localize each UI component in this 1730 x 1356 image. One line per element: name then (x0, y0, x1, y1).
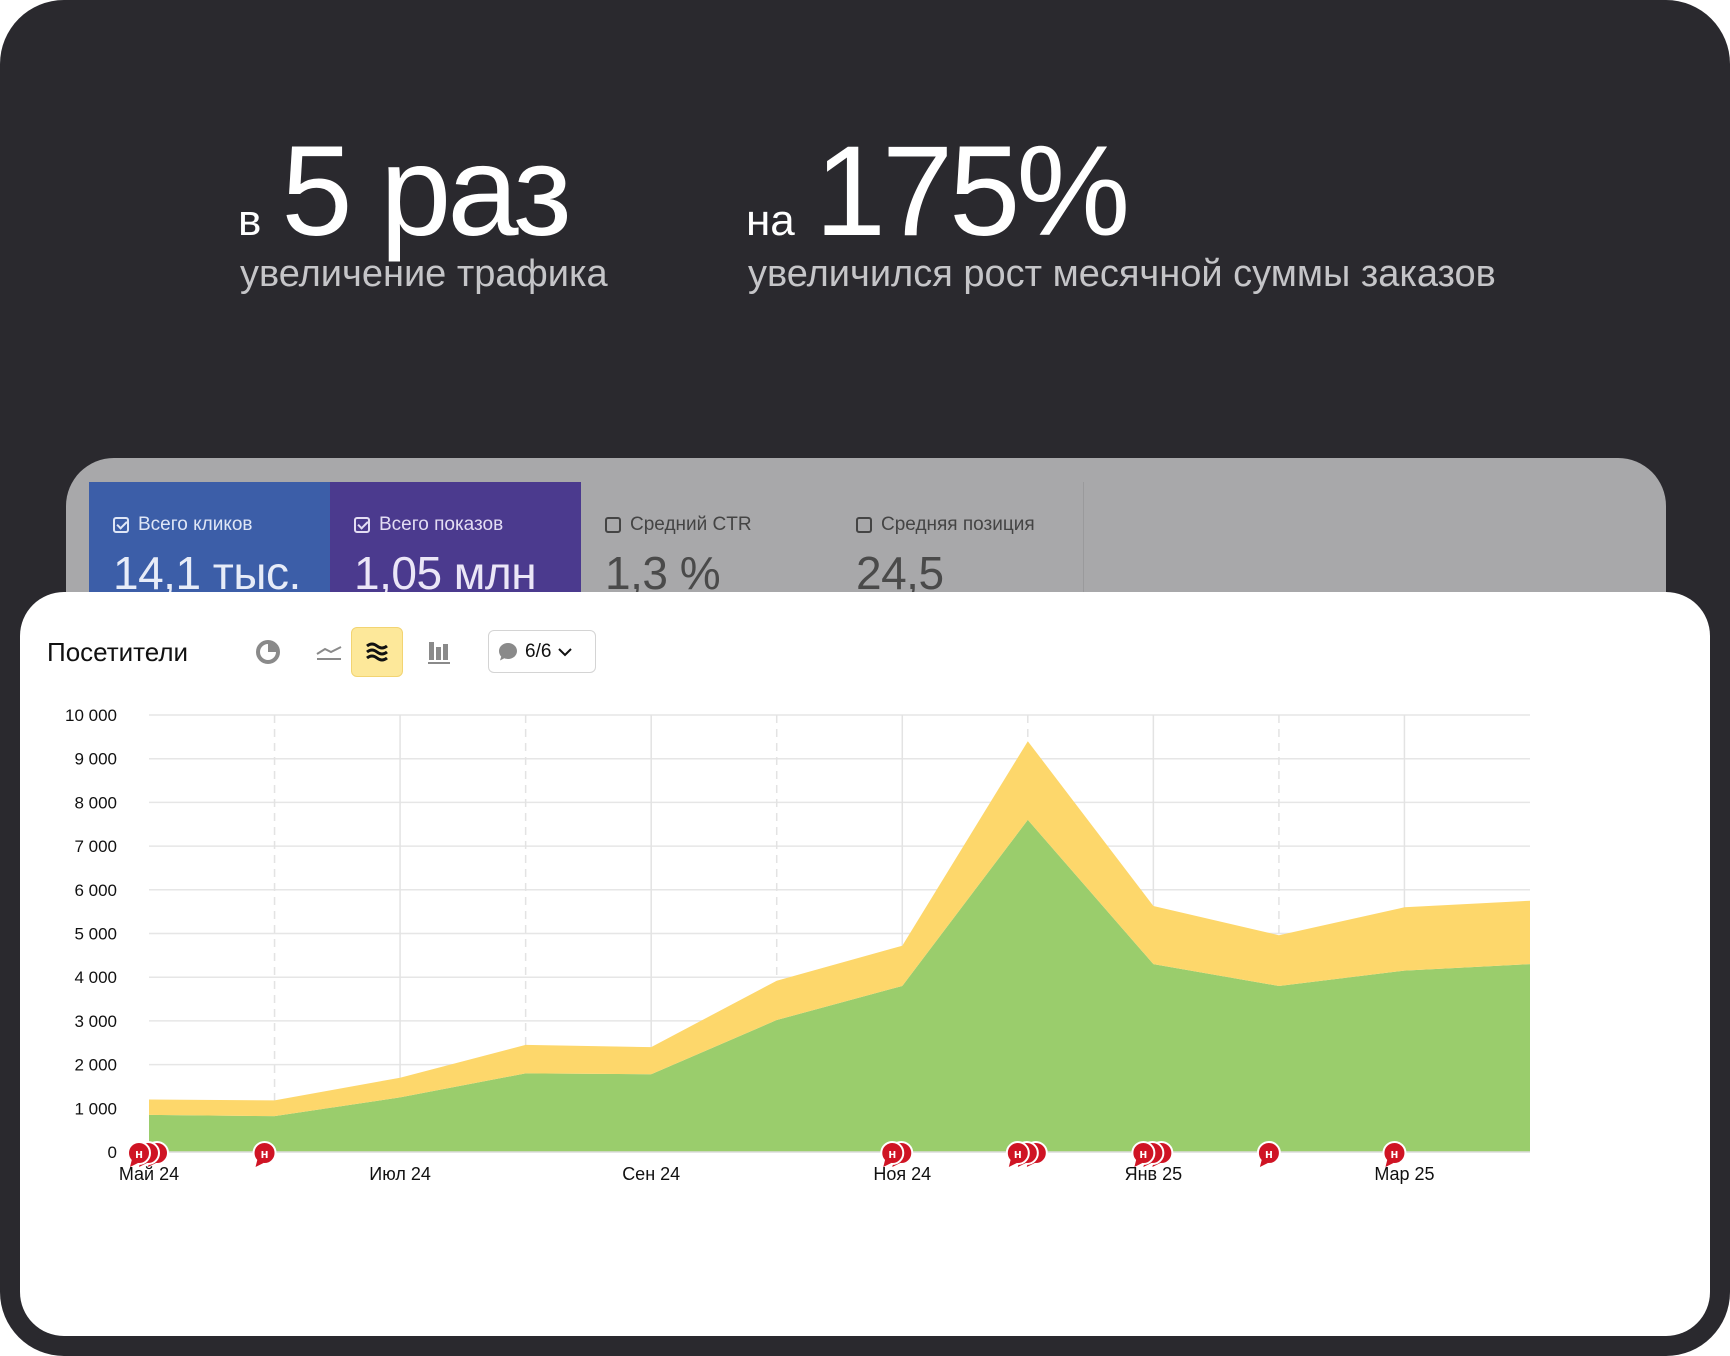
checkbox-icon[interactable] (113, 517, 129, 533)
x-tick-label: Май 24 (119, 1164, 179, 1184)
svg-text:н: н (1139, 1146, 1147, 1161)
stat-orders-value: 175% (814, 120, 1130, 263)
annotation-marker[interactable]: н (127, 1141, 151, 1167)
comment-icon (499, 642, 517, 660)
y-tick-label: 5 000 (74, 925, 117, 944)
metric-card-label: Средняя позиция (881, 514, 1035, 535)
stat-orders-caption: увеличился рост месячной суммы заказов (748, 253, 1496, 295)
x-tick-label: Сен 24 (622, 1164, 680, 1184)
y-tick-label: 8 000 (74, 793, 117, 812)
stat-traffic-prefix: в (238, 196, 262, 245)
widget-title: Посетители (47, 637, 189, 667)
y-tick-label: 6 000 (74, 881, 117, 900)
annotation-marker[interactable]: н (1382, 1141, 1407, 1167)
stacked-area-icon (366, 642, 388, 662)
notes-filter-select[interactable]: 6/6 (488, 630, 596, 673)
checkbox-icon[interactable] (605, 517, 621, 533)
y-tick-label: 0 (108, 1143, 117, 1162)
metric-card-label: Всего кликов (138, 514, 253, 535)
svg-text:н: н (888, 1146, 896, 1161)
stacked-bar-icon (428, 642, 450, 664)
metric-card-value: 14,1 тыс. (113, 547, 301, 599)
metric-card-value: 24,5 (856, 547, 944, 599)
svg-text:н: н (1391, 1146, 1399, 1161)
pie-chart-icon (256, 640, 280, 664)
chevron-down-icon (558, 647, 573, 656)
y-tick-label: 10 000 (65, 706, 117, 725)
y-tick-label: 3 000 (74, 1012, 117, 1031)
stat-orders-prefix: на (746, 196, 795, 245)
x-tick-label: Ноя 24 (873, 1164, 931, 1184)
notes-filter-value: 6/6 (525, 640, 552, 662)
area-series-0 (149, 819, 1530, 1152)
svg-text:н: н (261, 1146, 269, 1161)
x-tick-label: Июл 24 (369, 1164, 431, 1184)
annotation-marker[interactable]: н (1005, 1141, 1030, 1167)
annotation-marker[interactable]: н (252, 1141, 277, 1167)
pie-chart-button[interactable] (242, 627, 294, 677)
y-tick-label: 7 000 (74, 837, 117, 856)
metric-card-label: Средний CTR (630, 514, 752, 535)
stacked-bar-button[interactable] (413, 627, 465, 677)
x-tick-label: Мар 25 (1374, 1164, 1434, 1184)
svg-text:н: н (1265, 1146, 1273, 1161)
visitors-chart: 0 1 000 2 000 3 000 4 000 5 000 6 000 7 000 8 00… (65, 706, 1530, 1184)
metric-card-value: 1,3 % (605, 547, 721, 599)
x-tick-label: Янв 25 (1125, 1164, 1183, 1184)
annotation-marker[interactable]: н (1131, 1141, 1156, 1167)
metrica-widget: Посетители (20, 592, 1710, 1336)
metric-card-label: Всего показов (379, 514, 504, 535)
checkbox-icon[interactable] (856, 517, 872, 533)
stacked-area-button[interactable] (351, 627, 403, 677)
y-tick-label: 1 000 (74, 1099, 117, 1118)
annotation-marker[interactable]: н (1256, 1141, 1281, 1167)
y-tick-label: 2 000 (74, 1056, 117, 1075)
metric-card-value: 1,05 млн (354, 547, 537, 599)
y-tick-label: 4 000 (74, 968, 117, 987)
annotation-marker[interactable]: н (880, 1141, 905, 1167)
svg-text:н: н (135, 1146, 143, 1161)
line-chart-button[interactable] (303, 627, 355, 677)
svg-text:н: н (1014, 1146, 1022, 1161)
checkbox-icon[interactable] (354, 517, 370, 533)
stat-traffic-value: 5 раз (281, 120, 571, 263)
y-tick-label: 9 000 (74, 750, 117, 769)
stat-traffic-caption: увеличение трафика (240, 253, 608, 295)
line-chart-icon (316, 646, 342, 660)
